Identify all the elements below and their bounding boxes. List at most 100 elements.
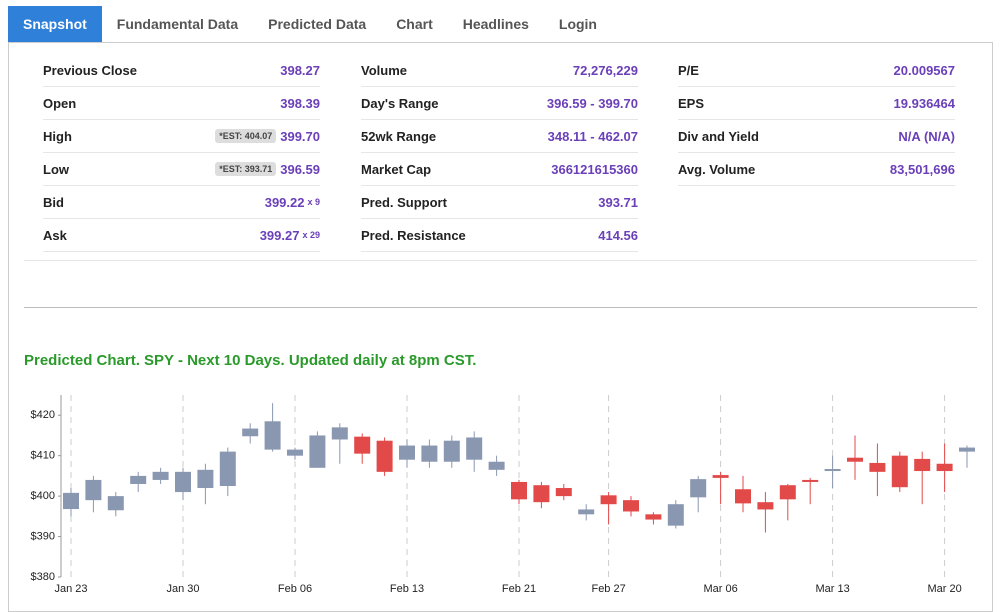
candle-body: [690, 479, 707, 498]
candle-body: [376, 440, 393, 472]
label: Market Cap: [361, 161, 432, 177]
quote-column: P/E 20.009567 EPS 19.936464 Div and Yield N/A…: [678, 54, 955, 186]
quote-row: 52wk Range 348.11 - 462.07: [361, 120, 638, 153]
label: EPS: [678, 95, 705, 111]
candle-body: [712, 475, 729, 478]
quote-row: Market Cap 366121615360: [361, 153, 638, 186]
value: 393.71: [598, 194, 638, 210]
value: 72,276,229: [572, 62, 638, 78]
candle-body: [219, 451, 236, 486]
candle-body: [63, 492, 79, 510]
quote-row: P/E 20.009567: [678, 54, 955, 87]
value: 396.59: [280, 161, 320, 177]
x-tick-label: Jan 23: [54, 583, 87, 595]
candle-body: [242, 428, 259, 437]
candle-body: [757, 502, 774, 510]
quote-row: EPS 19.936464: [678, 87, 955, 120]
separator: [24, 260, 977, 261]
separator: [24, 307, 977, 308]
size: x 29: [302, 230, 320, 240]
label: Day's Range: [361, 95, 439, 111]
tab[interactable]: Fundamental Data: [116, 16, 239, 32]
label: Open: [43, 95, 77, 111]
value: 366121615360: [551, 161, 638, 177]
value: 19.936464: [893, 95, 955, 111]
label: Volume: [361, 62, 407, 78]
value: 20.009567: [893, 62, 955, 78]
x-tick-label: Mar 20: [927, 583, 961, 595]
label: 52wk Range: [361, 128, 437, 144]
panel: Previous Close 398.27 Open 398.39 High *EST: …: [8, 42, 993, 612]
tab[interactable]: Login: [558, 16, 597, 32]
x-tick-label: Mar 13: [815, 583, 849, 595]
quote-row: Avg. Volume 83,501,696: [678, 153, 955, 186]
x-tick-label: Jan 30: [166, 583, 199, 595]
chart: $380 $390 $400 $410 $420 Jan 23 Jan 30 Feb 06 Fe…: [31, 395, 975, 595]
candle-body: [824, 469, 841, 472]
candle-body: [914, 458, 931, 472]
candle-body: [555, 488, 572, 497]
value: 399.70: [280, 128, 320, 144]
candle-body: [488, 461, 505, 470]
quote-row: Low *EST: 393.71 396.59: [43, 153, 320, 186]
candle-body: [107, 496, 124, 511]
candle-body: [421, 445, 438, 462]
label: Div and Yield: [678, 128, 759, 144]
quote-row: Ask 399.27 x 29: [43, 219, 320, 252]
value: 83,501,696: [889, 161, 955, 177]
quote-row: High *EST: 404.07 399.70: [43, 120, 320, 153]
label: High: [43, 128, 72, 144]
quote-row: Previous Close 398.27: [43, 54, 320, 87]
candle-body: [399, 445, 415, 460]
tab[interactable]: Snapshot: [8, 6, 102, 42]
candle-body: [600, 495, 617, 505]
quote-row: Bid 399.22 x 9: [43, 186, 320, 219]
x-tick-label: Feb 21: [502, 583, 536, 595]
chart-title: Predicted Chart. SPY - Next 10 Days. Upd…: [24, 352, 477, 369]
quote-row: Day's Range 396.59 - 399.70: [361, 87, 638, 120]
candle-body: [779, 485, 796, 500]
value: 414.56: [598, 227, 638, 243]
label: Pred. Support: [361, 194, 447, 210]
candle-body: [197, 469, 214, 489]
candle-body: [891, 455, 908, 488]
candle-body: [466, 437, 483, 460]
candle-body: [847, 457, 863, 462]
candle-body: [85, 479, 102, 501]
tab-bar: Snapshot Fundamental Data Predicted Data Ch…: [8, 6, 612, 42]
tab[interactable]: Headlines: [462, 16, 529, 32]
x-tick-label: Feb 27: [591, 583, 625, 595]
tab[interactable]: Chart: [396, 16, 433, 32]
value: 398.27: [280, 62, 320, 78]
y-tick-label: $380: [31, 571, 55, 583]
candle-body: [511, 481, 527, 500]
y-tick-label: $410: [31, 450, 55, 462]
value: 399.27: [259, 227, 300, 243]
x-tick-label: Feb 06: [278, 583, 312, 595]
label: Bid: [43, 194, 64, 210]
value: 399.22: [264, 194, 305, 210]
label: Low: [43, 161, 69, 177]
y-tick-label: $420: [31, 409, 55, 421]
candle-body: [287, 449, 303, 456]
estimate-badge: *EST: 404.07: [215, 129, 277, 143]
candle-body: [354, 436, 371, 454]
candle-body: [130, 475, 147, 484]
label: Pred. Resistance: [361, 227, 466, 243]
value: 348.11 - 462.07: [547, 128, 638, 144]
candle-body: [331, 427, 348, 440]
candle-body: [869, 462, 886, 472]
x-tick-label: Mar 06: [703, 583, 737, 595]
label: Ask: [43, 227, 67, 243]
quote-row: Open 398.39: [43, 87, 320, 120]
candle-body: [735, 489, 751, 504]
label: P/E: [678, 62, 699, 78]
candle-body: [533, 485, 550, 503]
label: Avg. Volume: [678, 161, 756, 177]
candle-body: [578, 509, 595, 515]
candle-body: [175, 471, 191, 493]
y-tick-label: $390: [31, 530, 55, 542]
y-tick-label: $400: [31, 490, 55, 502]
label: Previous Close: [43, 62, 137, 78]
tab[interactable]: Predicted Data: [268, 16, 367, 32]
